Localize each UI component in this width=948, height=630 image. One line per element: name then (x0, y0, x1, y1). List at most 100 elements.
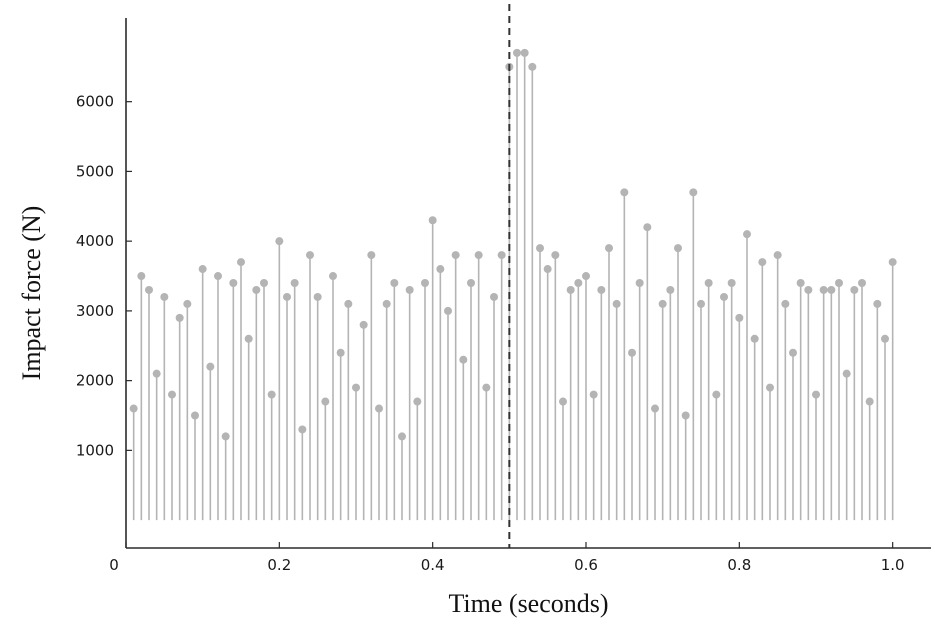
data-point (413, 397, 422, 406)
data-point (835, 279, 843, 287)
data-point (789, 348, 797, 357)
data-point (651, 404, 659, 413)
data-point (160, 292, 169, 301)
data-point (865, 397, 874, 406)
data-point (766, 383, 774, 392)
data-point (628, 348, 636, 357)
data-point (206, 362, 215, 371)
data-point (336, 348, 345, 357)
data-point (781, 299, 790, 308)
data-point (812, 390, 820, 399)
data-point (329, 272, 337, 281)
y-tick-label: 1000 (76, 441, 114, 459)
data-point (873, 299, 882, 308)
x-tick-label: 1.0 (881, 556, 905, 574)
data-point (313, 292, 322, 301)
data-point (758, 258, 767, 267)
data-point (306, 251, 314, 260)
data-point (612, 299, 621, 308)
x-tick-label: 0.2 (267, 556, 291, 574)
data-point (888, 258, 897, 267)
x-tick-label: 0.6 (574, 556, 598, 574)
data-point (229, 279, 238, 287)
y-axis-title: Impact force (N) (17, 206, 46, 381)
data-point (582, 272, 590, 281)
data-point (520, 48, 529, 57)
data-point (474, 251, 483, 260)
data-point (704, 279, 713, 287)
data-point (290, 279, 299, 287)
data-point (137, 272, 146, 281)
data-point (566, 285, 575, 294)
stem-series (132, 52, 894, 521)
data-point (773, 251, 782, 260)
data-point (459, 355, 468, 364)
data-point (827, 285, 836, 294)
data-point (244, 334, 253, 343)
data-point (398, 432, 406, 441)
data-point (643, 223, 652, 232)
data-point (375, 404, 383, 413)
data-point (405, 285, 414, 294)
data-point (605, 244, 613, 253)
data-point (359, 320, 368, 329)
y-tick-label: 2000 (76, 372, 114, 390)
data-point (367, 251, 376, 260)
data-point (444, 306, 452, 315)
data-point (804, 285, 813, 294)
data-point (743, 230, 751, 239)
data-point (666, 285, 675, 294)
data-point (658, 299, 667, 308)
data-point (390, 279, 399, 287)
data-point (198, 265, 207, 274)
y-tick-label: 3000 (76, 302, 114, 320)
data-point (175, 313, 184, 322)
y-axis-ticks: 1000 2000 3000 4000 5000 6000 (76, 93, 132, 459)
data-point (283, 292, 291, 301)
data-point (528, 62, 537, 71)
data-point (237, 258, 245, 267)
data-point (352, 383, 360, 392)
data-point (551, 251, 560, 260)
x-axis-title: Time (seconds) (448, 589, 608, 618)
data-point (382, 299, 391, 308)
data-point (344, 299, 353, 308)
data-point (252, 285, 261, 294)
data-point (697, 299, 705, 308)
data-point (635, 279, 644, 287)
y-tick-label: 6000 (76, 93, 114, 111)
data-point (689, 188, 698, 197)
data-point (574, 279, 583, 287)
data-point (482, 383, 491, 392)
marker-series (129, 48, 897, 441)
data-point (267, 390, 276, 399)
data-point (490, 292, 498, 301)
data-point (260, 279, 268, 287)
x-tick-label: 0.4 (421, 556, 445, 574)
data-point (681, 411, 690, 420)
data-point (712, 390, 721, 399)
data-point (720, 292, 728, 301)
data-point (796, 279, 805, 287)
data-point (597, 285, 606, 294)
data-point (298, 425, 307, 434)
data-point (191, 411, 199, 420)
data-point (421, 279, 429, 287)
data-point (858, 279, 866, 287)
data-point (543, 265, 552, 274)
x-axis-ticks: 0 0.2 0.4 0.6 0.8 1.0 (109, 542, 905, 574)
data-point (221, 432, 230, 441)
data-point (129, 404, 138, 413)
x-tick-label: 0.8 (727, 556, 751, 574)
plot-area (129, 4, 897, 548)
data-point (674, 244, 682, 253)
data-point (536, 244, 544, 253)
data-point (145, 285, 153, 294)
data-point (321, 397, 330, 406)
data-point (497, 251, 506, 260)
data-point (436, 265, 445, 274)
data-point (735, 313, 744, 322)
data-point (183, 299, 192, 308)
data-point (214, 272, 222, 281)
